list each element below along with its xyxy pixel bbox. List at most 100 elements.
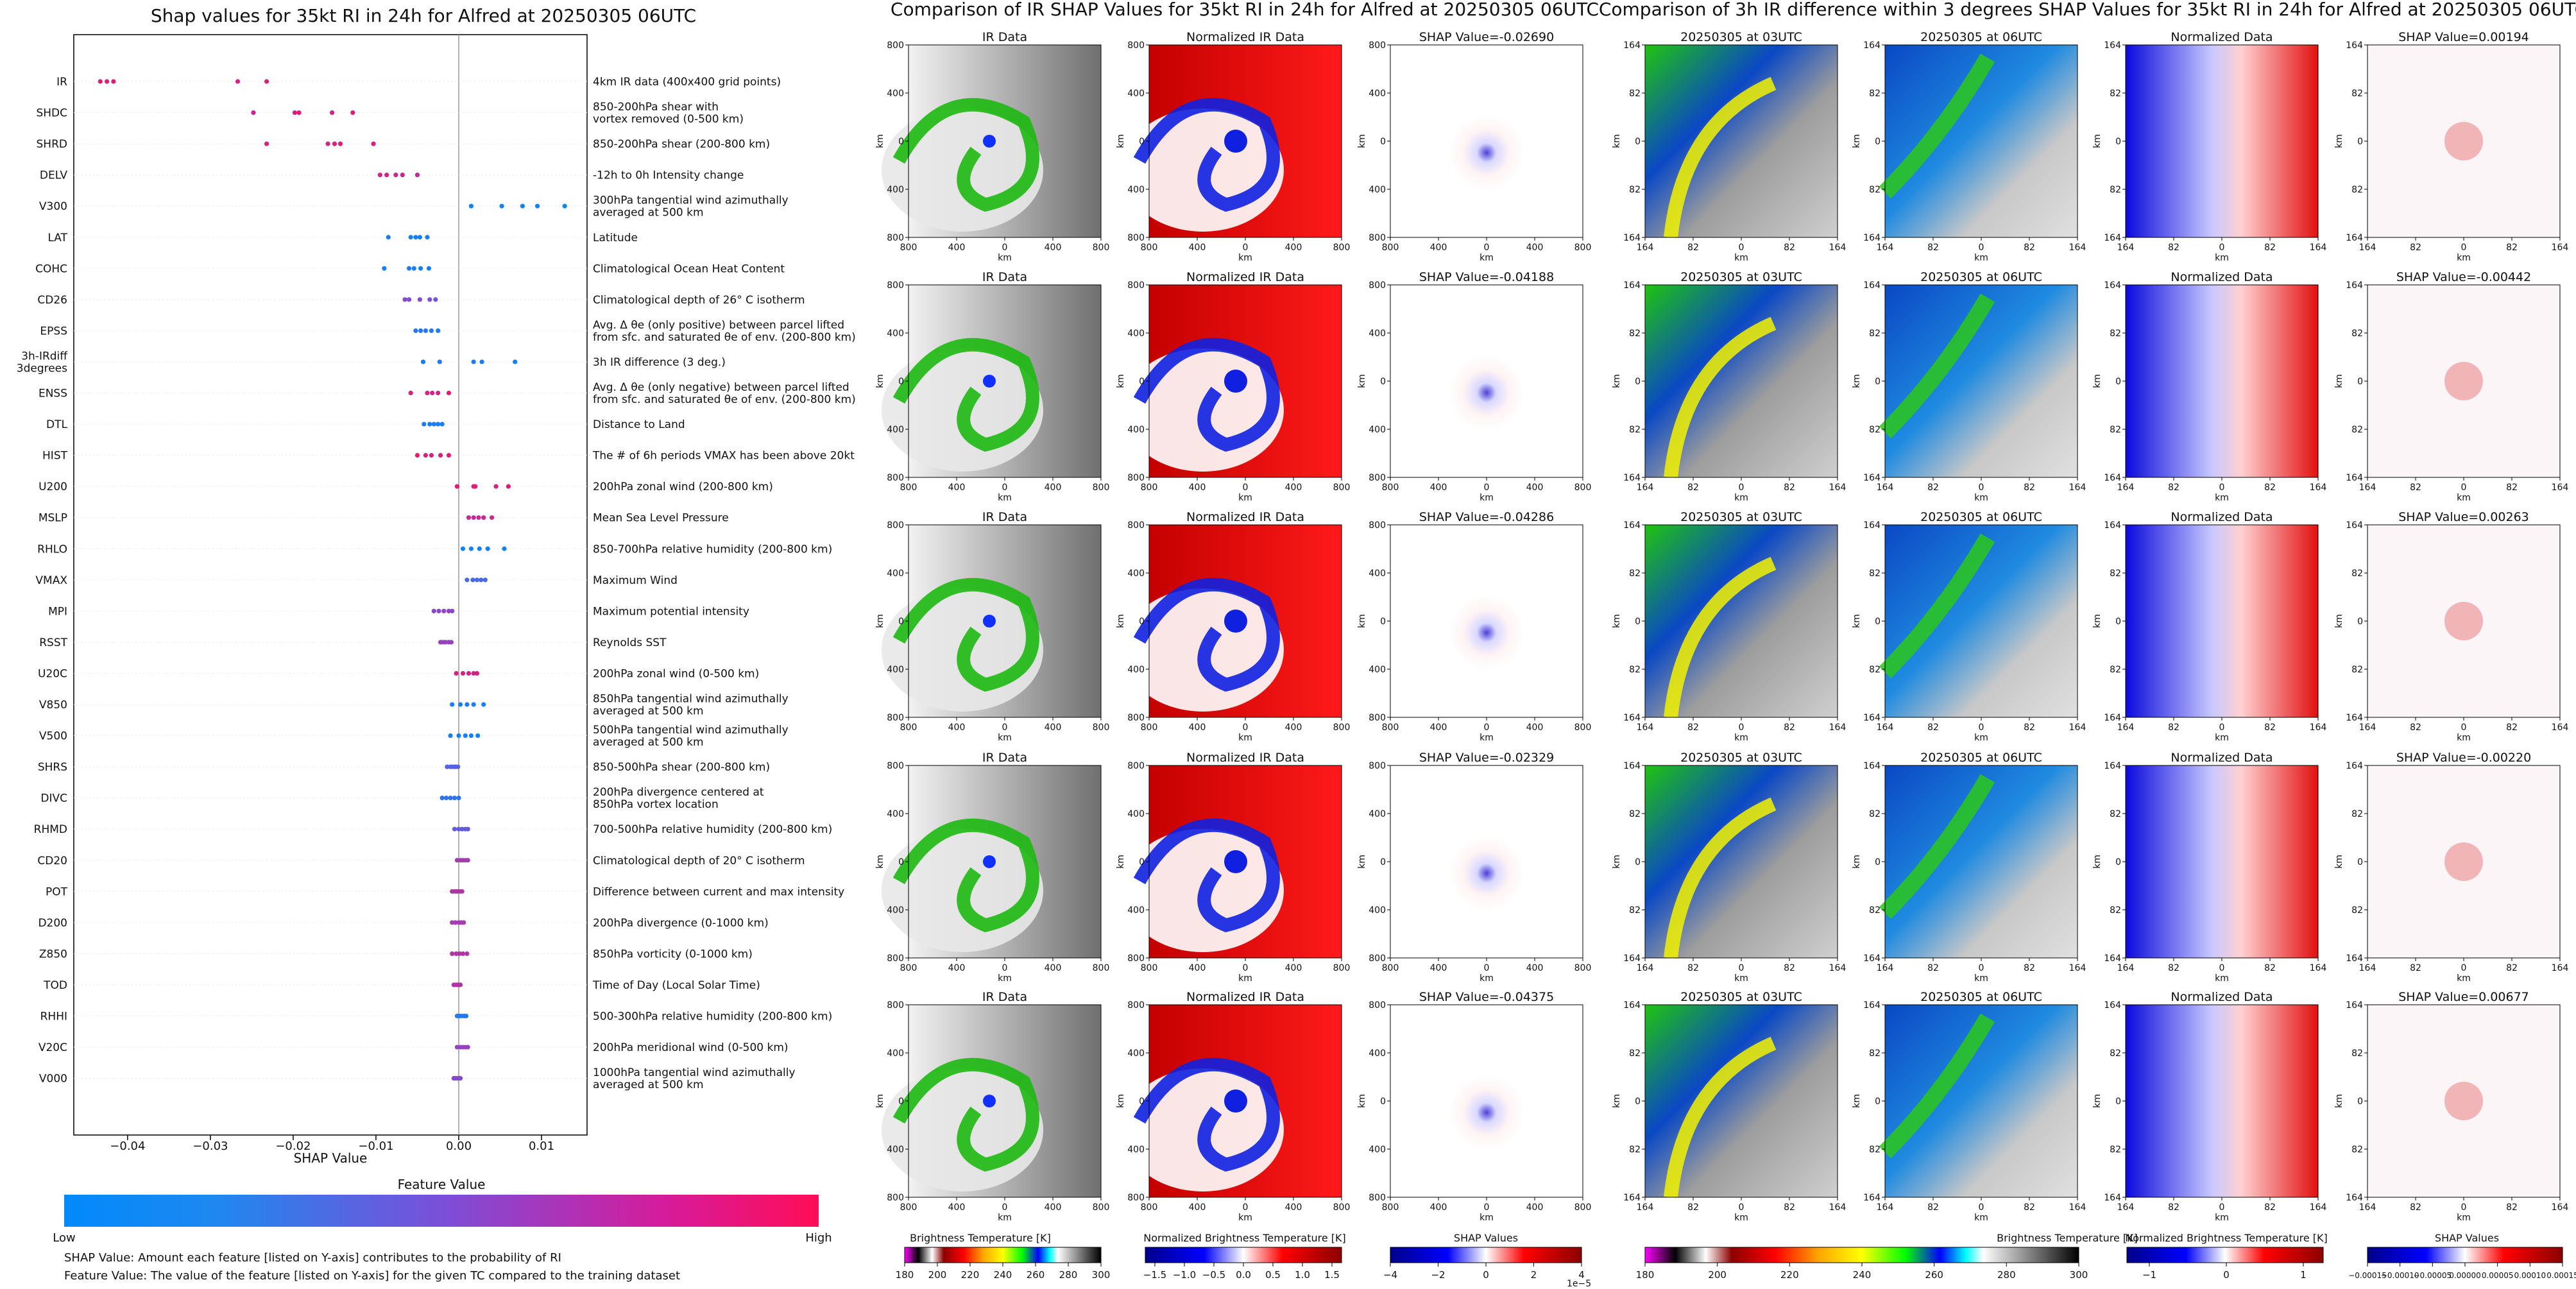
cbar-tick-label: 280 [1059, 1269, 1078, 1281]
shap-point [251, 110, 256, 115]
image-x-tick-label: 82 [1687, 963, 1699, 973]
image-x-tick-label: 400 [1189, 963, 1206, 973]
storm-band [1664, 316, 1777, 479]
ir-diff-image-cell: SHAP Value=0.001941641648282008282164164… [2334, 30, 2568, 263]
shap-point [452, 826, 457, 832]
cbar-tick-label: 0 [1483, 1269, 1489, 1281]
ir-diff-image-cell: 20250305 at 06UTC1641648282008282164164k… [1852, 510, 2086, 743]
image-y-tick-label: 82 [1869, 1048, 1881, 1059]
image-y-tick-label: 0 [1380, 1097, 1386, 1107]
feature-description: Mean Sea Level Pressure [593, 512, 729, 525]
shap-point [423, 453, 429, 458]
image-x-tick-label: 0 [1243, 963, 1249, 973]
feature-description: 200hPa divergence centered at [593, 786, 764, 799]
image-x-axis-label: km [2457, 493, 2471, 503]
image-x-tick-label: 0 [1002, 963, 1008, 973]
ir-diff-image-cell: Normalized Data1641648282008282164164kmk… [2092, 270, 2326, 503]
image-y-tick-label: 82 [1869, 425, 1881, 435]
image-y-tick-label: 0 [2115, 137, 2121, 147]
shap-point [499, 203, 504, 209]
storm-spiral-band [892, 818, 1039, 932]
image-x-tick-label: 82 [1784, 963, 1795, 973]
image-x-tick-label: 800 [1574, 963, 1592, 973]
ir-image-cell: Normalized IR Data8008004004000040040080… [1116, 510, 1350, 743]
ir-comparison-title: Comparison of IR SHAP Values for 35kt RI… [891, 0, 1599, 20]
cbar-tick-label: 240 [994, 1269, 1012, 1281]
shap-point [448, 640, 454, 645]
shap-point [350, 110, 355, 115]
image-x-axis-label: km [1734, 253, 1748, 263]
shap-point [448, 733, 453, 738]
feature-name: V500 [39, 730, 67, 743]
shap-point [474, 577, 480, 583]
image-y-tick-label: 164 [1863, 1000, 1881, 1011]
shap-point [452, 796, 457, 801]
storm-band [1879, 1013, 1995, 1159]
cbar-tick-label: 1.5 [1324, 1269, 1340, 1281]
image-x-tick-label: 400 [948, 963, 966, 973]
image-x-tick-label: 0 [2219, 1202, 2225, 1213]
image-y-tick-label: 800 [1127, 233, 1145, 243]
ir-normalized-cbar-ticks: −1.5 −1.0 −0.5 0.0 0.5 1.0 1.5 [1143, 1263, 1340, 1281]
image-x-axis-label: km [1238, 1213, 1252, 1223]
feature-description: 850hPa vortex location [593, 798, 719, 811]
feature-name: POT [46, 885, 68, 898]
image-y-tick-label: 164 [1623, 713, 1641, 723]
shap-point [479, 577, 484, 583]
image-y-axis-label: km [2092, 855, 2103, 869]
image-x-tick-label: 0 [1739, 243, 1744, 253]
image-x-tick-label: 800 [1382, 243, 1399, 253]
diff-brightness-cbar-label: Brightness Temperature [K] [1997, 1232, 2138, 1244]
image-x-tick-label: 400 [948, 1202, 966, 1213]
storm-band [1879, 53, 1995, 199]
image-x-axis-label: km [1974, 733, 1988, 743]
shap-point [458, 982, 463, 987]
image-y-tick-label: 164 [1623, 1000, 1641, 1011]
image-y-axis-label: km [1357, 134, 1367, 148]
image-x-tick-label: 400 [1430, 722, 1447, 733]
image-y-tick-label: 400 [1369, 89, 1386, 99]
ir-shap-cbar-label: SHAP Values [1454, 1232, 1518, 1244]
image-title: Normalized Data [2171, 510, 2273, 524]
shap-point [446, 390, 452, 396]
image-y-tick-label: 400 [887, 568, 904, 579]
image-title: SHAP Value=-0.02329 [1419, 751, 1554, 765]
image-y-tick-label: 800 [887, 280, 904, 291]
cbar-tick-label: 0.00010 [2514, 1271, 2546, 1280]
image-y-tick-label: 800 [887, 1000, 904, 1011]
feature-name: CD20 [37, 855, 67, 867]
image-y-tick-label: 82 [2110, 809, 2121, 819]
image-x-tick-label: 800 [1093, 482, 1110, 493]
image-x-tick-label: 164 [2310, 722, 2327, 733]
image-y-tick-label: 0 [1380, 857, 1386, 867]
shap-point [465, 826, 470, 832]
image-y-tick-label: 800 [887, 473, 904, 483]
storm-eye [983, 1095, 996, 1107]
image-x-tick-label: 164 [2069, 963, 2086, 973]
image-y-axis-label: km [1852, 1094, 1862, 1108]
normalized-diff-image [2126, 765, 2318, 958]
image-x-tick-label: 800 [900, 482, 917, 493]
shap-point [264, 141, 269, 146]
ir-shap-comparison-panel: Comparison of IR SHAP Values for 35kt RI… [875, 0, 1599, 1289]
image-x-tick-label: 0 [1979, 243, 1984, 253]
image-x-tick-label: 0 [1979, 482, 1984, 493]
feature-name: DTL [46, 418, 67, 431]
feature-name: V20C [38, 1041, 67, 1054]
colorbar-title: Feature Value [398, 1177, 486, 1192]
cbar-tick-label: −0.00005 [2413, 1271, 2452, 1280]
image-y-tick-label: 400 [1127, 1145, 1145, 1155]
image-y-tick-label: 0 [2357, 617, 2363, 627]
image-x-tick-label: 800 [1574, 1202, 1592, 1213]
x-tick-label: −0.03 [192, 1140, 228, 1153]
shap-point [417, 297, 423, 302]
image-x-tick-label: 800 [1333, 963, 1351, 973]
storm-band [1664, 556, 1777, 719]
image-x-tick-label: 82 [2410, 963, 2421, 973]
image-y-tick-label: 164 [2104, 713, 2121, 723]
image-x-axis-label: km [998, 1213, 1012, 1223]
shap-point [332, 141, 337, 146]
image-title: SHAP Value=-0.00220 [2396, 751, 2531, 765]
image-x-tick-label: 164 [2359, 243, 2376, 253]
